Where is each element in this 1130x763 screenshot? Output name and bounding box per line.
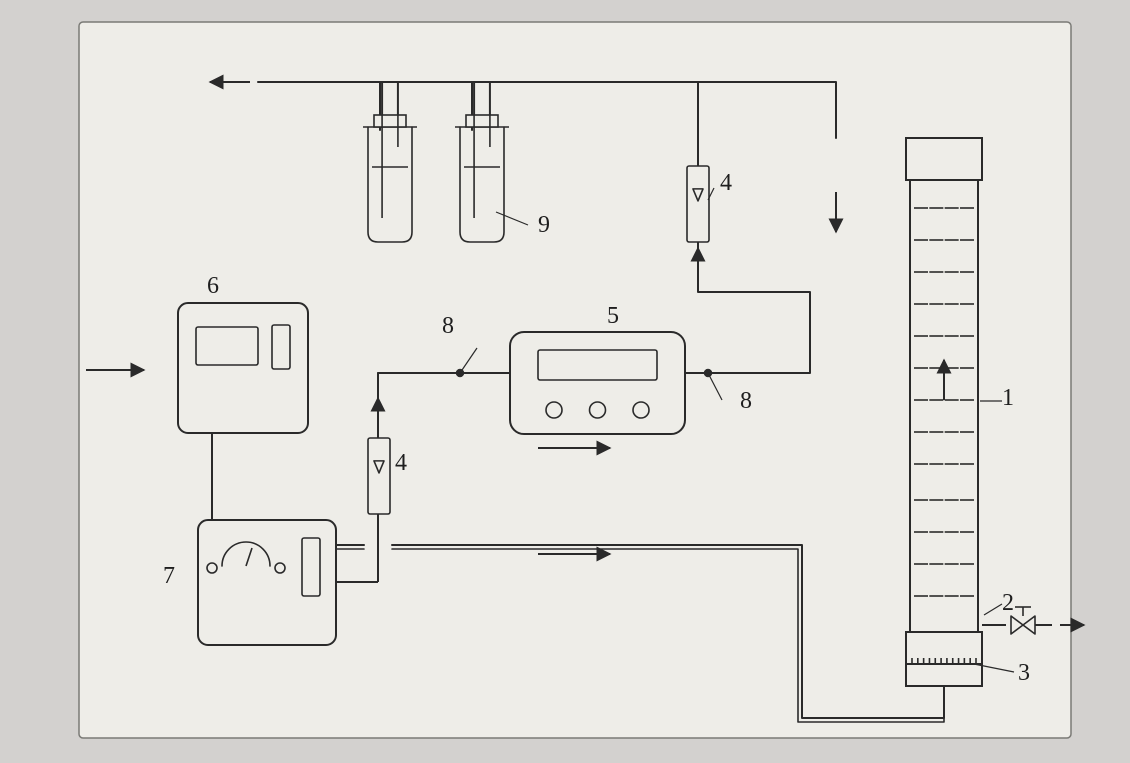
svg-text:8: 8: [740, 388, 752, 414]
svg-text:6: 6: [207, 273, 219, 299]
svg-text:5: 5: [607, 303, 619, 329]
svg-text:7: 7: [163, 563, 175, 589]
svg-text:9: 9: [538, 212, 550, 238]
svg-text:4: 4: [395, 450, 407, 476]
svg-text:3: 3: [1018, 660, 1030, 686]
svg-text:4: 4: [720, 170, 732, 196]
svg-text:2: 2: [1002, 590, 1014, 616]
svg-text:8: 8: [442, 313, 454, 339]
svg-text:1: 1: [1002, 385, 1014, 411]
